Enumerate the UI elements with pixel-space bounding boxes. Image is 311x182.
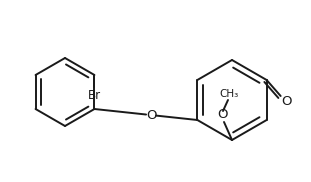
Text: O: O bbox=[146, 108, 156, 122]
Text: CH₃: CH₃ bbox=[219, 89, 239, 99]
Text: O: O bbox=[281, 96, 292, 108]
Text: Br: Br bbox=[88, 90, 101, 102]
Text: O: O bbox=[218, 108, 228, 122]
